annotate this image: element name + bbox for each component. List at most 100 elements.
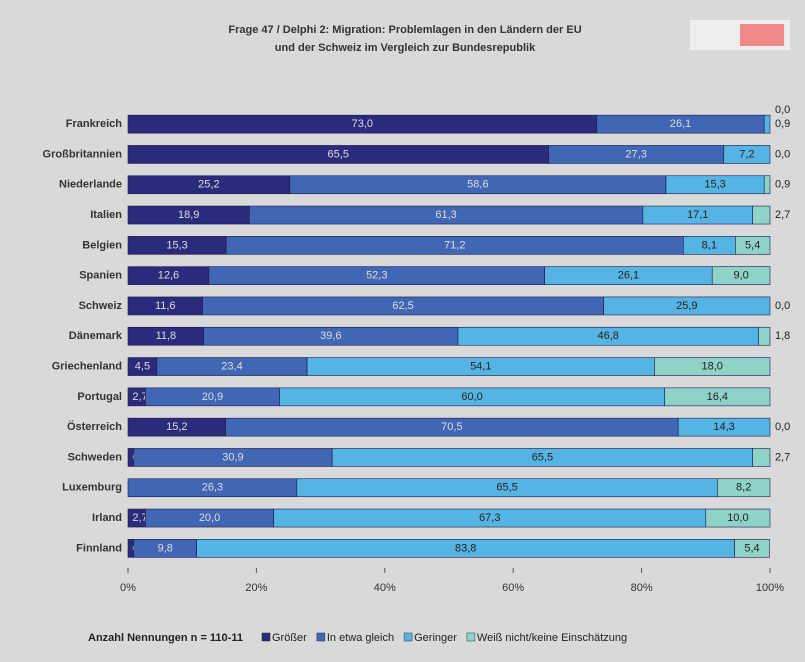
y-tick-label: Schweiz [79,300,123,312]
value-label: 60,0 [461,391,482,403]
value-label: 26,1 [670,118,691,130]
value-label: 10,0 [727,512,748,524]
legend-swatch [403,632,413,642]
value-label: 83,8 [455,542,476,554]
value-label: 5,4 [744,542,759,554]
value-label: 26,3 [202,482,223,494]
value-label: 0,0 [775,300,790,312]
value-label: 4,5 [135,360,150,372]
value-label: 8,2 [736,482,751,494]
value-label: 2,7 [775,451,790,463]
y-tick-label: Italien [90,209,122,221]
value-label: 39,6 [320,330,341,342]
value-label: 62,5 [392,300,413,312]
y-tick-label: Griechenland [52,360,122,372]
y-tick-label: Dänemark [69,330,123,342]
y-tick-label: Portugal [77,391,122,403]
value-label: 71,2 [444,239,465,251]
value-label: 0,9 [775,179,790,191]
bar-segment [603,296,771,316]
value-label: 0,9 [775,118,790,130]
logo-mark [740,24,784,46]
value-label: 23,4 [221,360,242,372]
chart-title: Frage 47 / Delphi 2: Migration: Probleml… [228,24,581,36]
value-label: 12,6 [158,270,179,282]
bar-segment [711,266,771,285]
bar-segment [734,539,770,558]
bar-segment [677,417,771,437]
y-tick-label: Belgien [82,239,122,251]
y-tick-label: Großbritannien [43,148,123,160]
value-label: 0,0 [775,104,790,116]
value-label: 17,1 [687,209,708,221]
bar-segment [763,175,771,195]
bar-segment [664,387,771,407]
value-label: 70,5 [441,421,462,433]
bar-segment [752,448,771,467]
y-tick-label: Niederlande [59,179,122,191]
legend-label: In etwa gleich [327,632,394,644]
value-label: 9,0 [733,270,748,282]
value-label: 27,3 [625,148,646,160]
legend-swatch [466,632,476,642]
x-tick-label: 40% [374,582,396,594]
value-label: 2,7 [775,209,790,221]
value-label: 7,2 [739,148,754,160]
bar-segment [705,508,771,528]
value-label: 26,1 [618,270,639,282]
value-label: 11,8 [156,330,177,342]
value-label: 1,8 [775,330,790,342]
value-label: 65,5 [496,482,517,494]
value-label: 20,9 [202,391,223,403]
value-label: 15,3 [166,239,187,251]
legend-swatch [261,632,271,642]
legend-swatch [316,632,326,642]
x-tick-label: 0% [120,582,136,594]
value-label: 54,1 [470,360,491,372]
y-tick-label: Irland [92,512,122,524]
value-label: 0,0 [775,421,790,433]
value-label: 25,9 [676,300,697,312]
value-label: 8,1 [702,239,717,251]
value-label: 58,6 [467,179,488,191]
x-tick-label: 60% [502,582,524,594]
chart-subtitle: und der Schweiz im Vergleich zur Bundesr… [275,42,536,54]
y-tick-label: Luxemburg [62,482,122,494]
value-label: 67,3 [479,512,500,524]
y-tick-label: Frankreich [66,118,123,130]
x-tick-label: 80% [631,582,653,594]
value-label: 15,2 [166,421,187,433]
bar-segment [723,145,771,164]
legend-label: Geringer [414,632,457,644]
value-label: 16,4 [707,391,728,403]
x-tick-label: 100% [756,582,784,594]
value-label: 5,4 [745,239,760,251]
value-label: 52,3 [366,270,387,282]
bar-segment [735,236,771,255]
bar-segment [752,205,771,225]
bar-segment [717,478,771,498]
value-label: 2,7 [132,512,147,524]
y-tick-label: Spanien [79,270,122,282]
value-label: 14,3 [713,421,734,433]
y-tick-label: Finnland [76,542,122,554]
value-label: 2,7 [132,391,147,403]
value-label: 0,0 [775,148,790,160]
value-label: 15,3 [704,179,725,191]
value-label: 46,8 [598,330,619,342]
bar-segment [758,326,771,346]
value-label: 30,9 [222,451,243,463]
value-label: 11,6 [155,300,176,312]
value-label: 61,3 [435,209,456,221]
bar-segment [763,114,771,134]
value-label: 65,5 [328,148,349,160]
legend-label: Weiß nicht/keine Einschätzung [477,632,627,644]
value-label: 18,0 [702,360,723,372]
value-label: 65,5 [532,451,553,463]
legend-label: Größer [272,632,307,644]
value-label: 18,9 [178,209,199,221]
note: Anzahl Nennungen n = 110-11 [88,632,243,644]
value-label: 25,2 [198,179,219,191]
value-label: 9,8 [158,542,173,554]
